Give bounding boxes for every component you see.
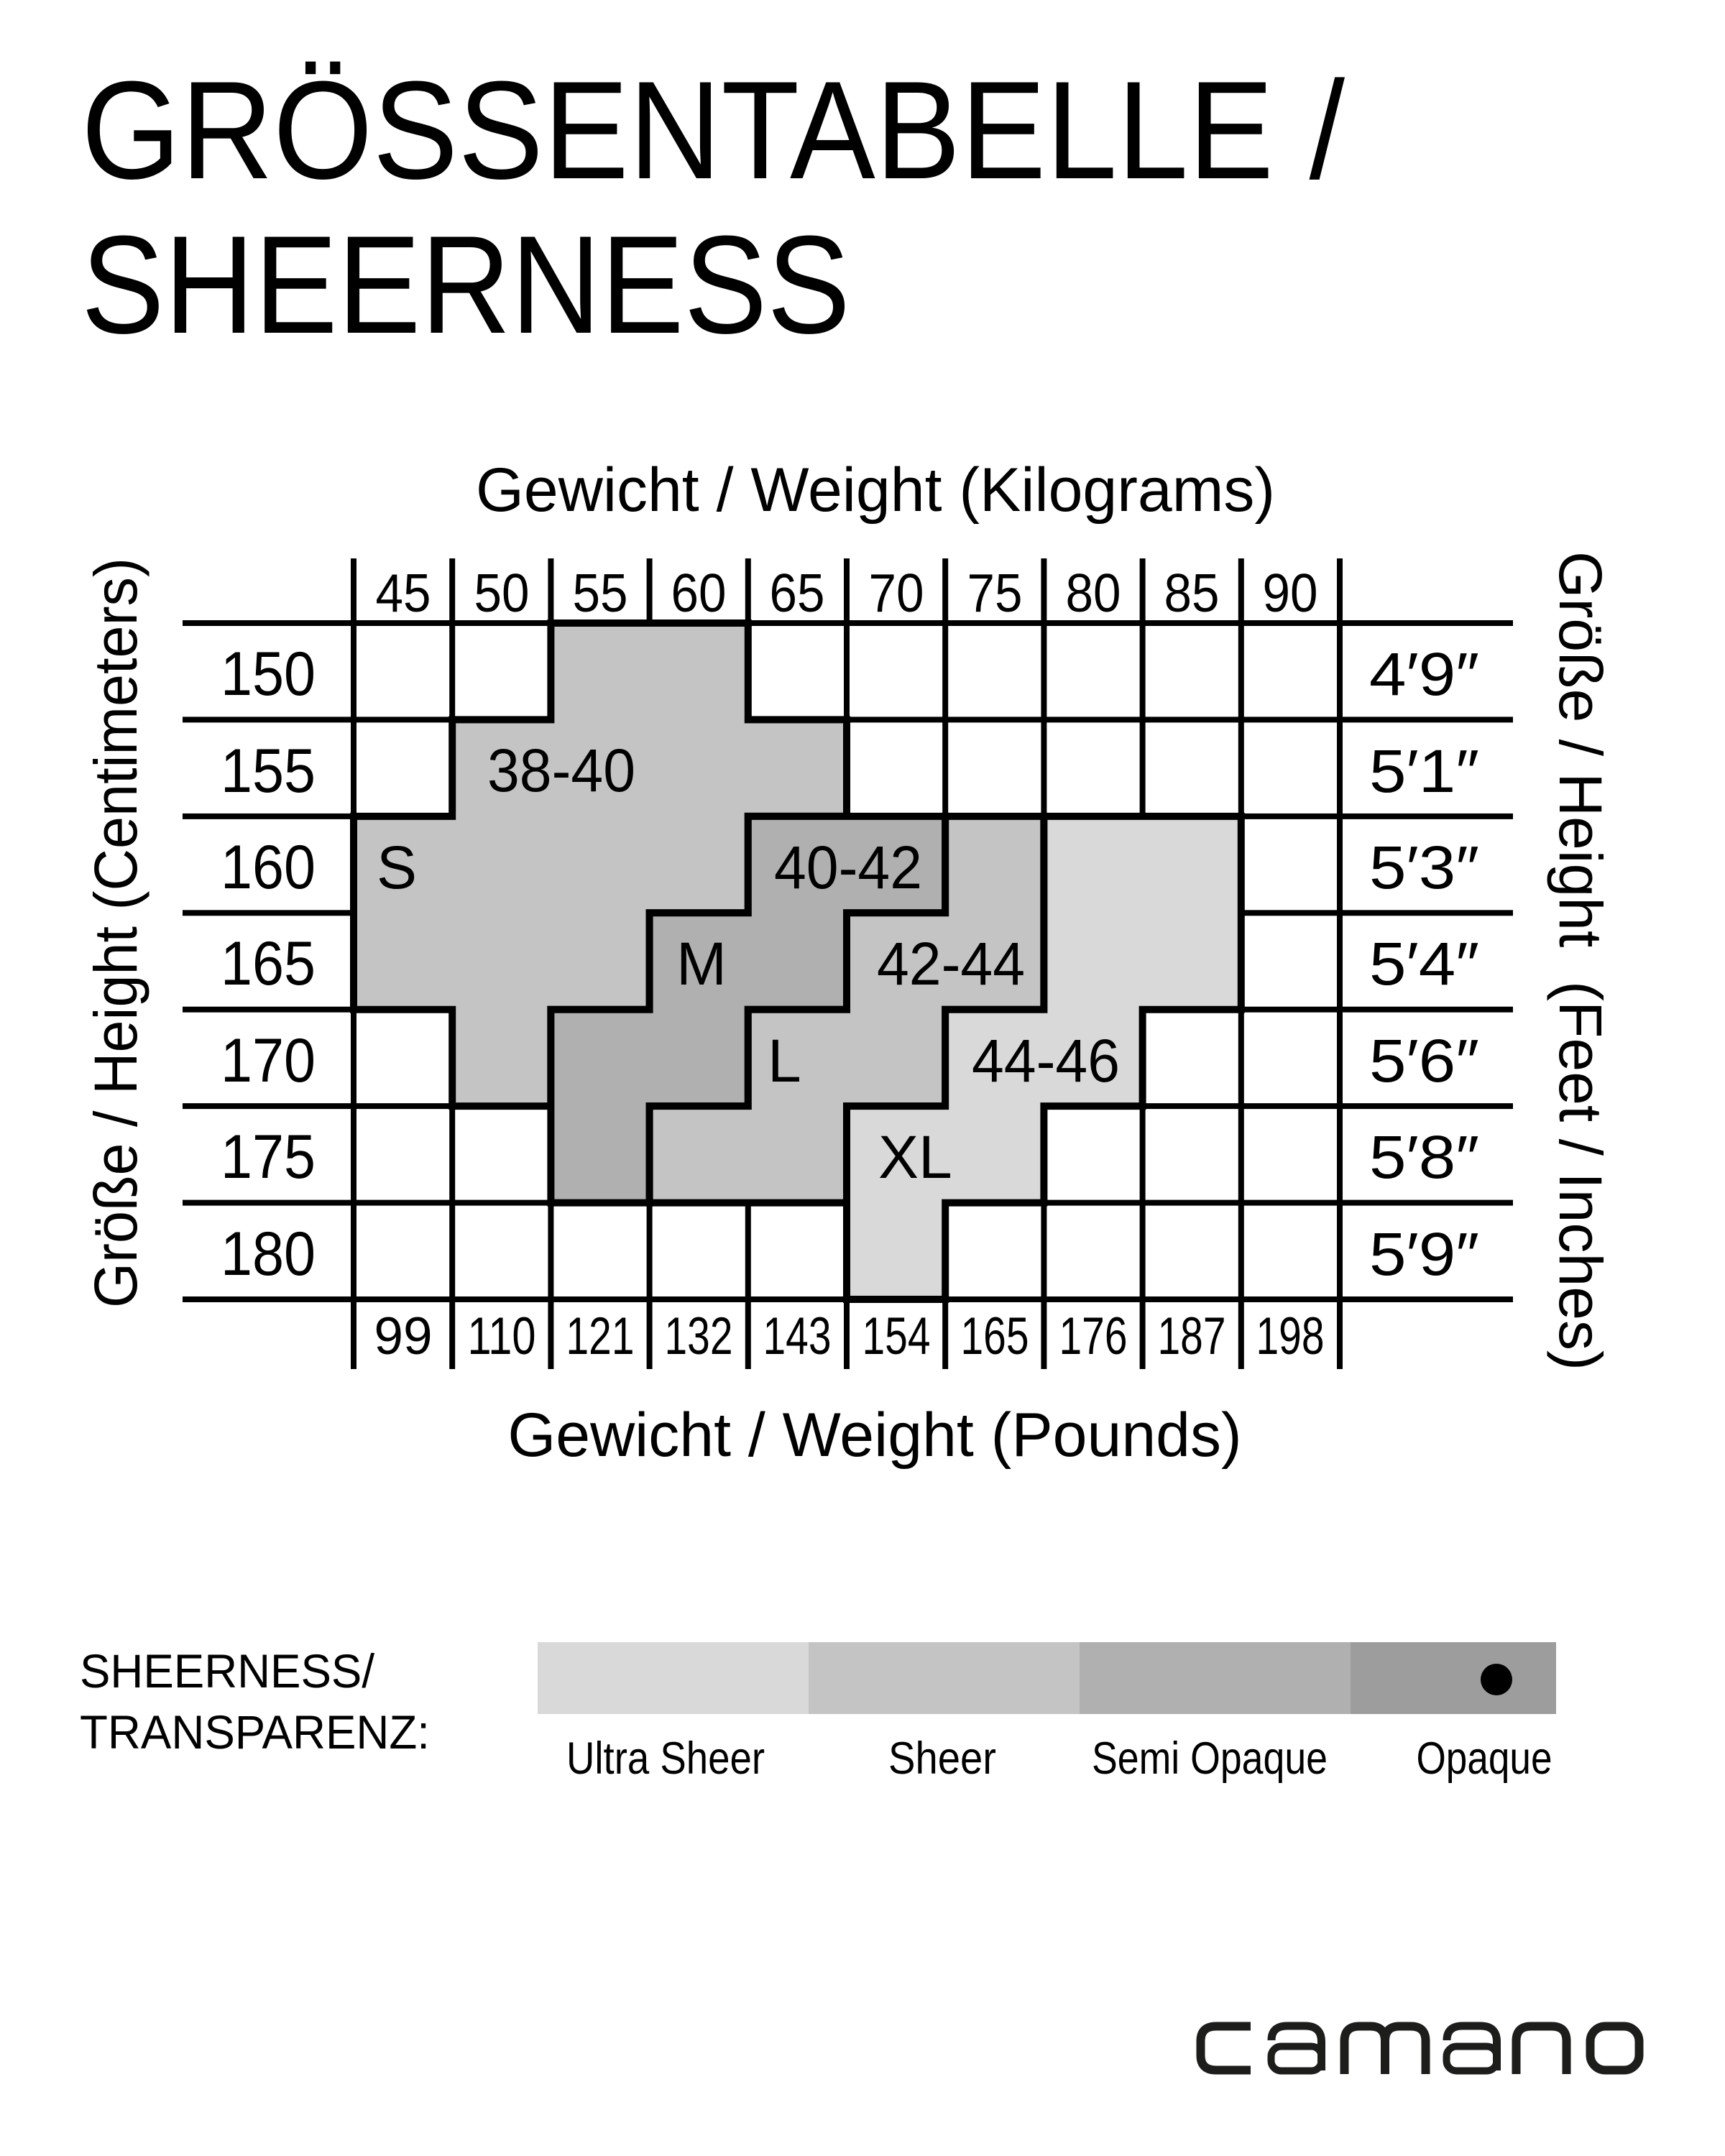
svg-text:80: 80 <box>1066 563 1121 623</box>
svg-text:Größe / Height (Centimeters): Größe / Height (Centimeters) <box>82 558 150 1308</box>
svg-text:38-40: 38-40 <box>487 737 635 804</box>
svg-text:99: 99 <box>374 1307 432 1365</box>
svg-text:4′9″: 4′9″ <box>1369 640 1479 708</box>
svg-text:44-46: 44-46 <box>972 1027 1120 1095</box>
svg-text:143: 143 <box>763 1307 832 1365</box>
svg-text:40-42: 40-42 <box>774 834 922 901</box>
svg-text:187: 187 <box>1158 1307 1226 1365</box>
svg-text:60: 60 <box>671 563 727 623</box>
svg-text:165: 165 <box>221 929 316 998</box>
svg-text:5′8″: 5′8″ <box>1369 1123 1479 1191</box>
svg-text:176: 176 <box>1059 1307 1128 1365</box>
svg-text:160: 160 <box>221 833 316 902</box>
svg-text:5′9″: 5′9″ <box>1369 1220 1479 1288</box>
svg-text:175: 175 <box>221 1123 316 1192</box>
svg-text:S: S <box>377 834 417 901</box>
svg-text:70: 70 <box>869 563 924 623</box>
svg-text:121: 121 <box>566 1307 635 1365</box>
svg-text:Semi Opaque: Semi Opaque <box>1092 1733 1328 1784</box>
svg-text:GRÖSSENTABELLE /: GRÖSSENTABELLE / <box>81 52 1345 208</box>
svg-text:42-44: 42-44 <box>877 930 1025 998</box>
svg-text:5′3″: 5′3″ <box>1369 834 1479 901</box>
svg-text:170: 170 <box>221 1026 316 1095</box>
svg-text:L: L <box>768 1027 801 1095</box>
svg-text:Ultra Sheer: Ultra Sheer <box>566 1733 765 1784</box>
svg-text:85: 85 <box>1164 563 1220 623</box>
svg-text:180: 180 <box>221 1220 316 1289</box>
svg-text:150: 150 <box>221 640 316 709</box>
svg-text:55: 55 <box>573 563 628 623</box>
svg-text:SHEERNESS/: SHEERNESS/ <box>80 1644 375 1697</box>
svg-text:Sheer: Sheer <box>888 1733 996 1784</box>
svg-text:110: 110 <box>468 1307 536 1365</box>
svg-text:5′6″: 5′6″ <box>1369 1027 1479 1095</box>
svg-text:65: 65 <box>770 563 825 623</box>
svg-text:132: 132 <box>665 1307 733 1365</box>
svg-text:5′1″: 5′1″ <box>1369 737 1479 805</box>
svg-text:SHEERNESS: SHEERNESS <box>81 207 850 363</box>
svg-text:XL: XL <box>878 1123 952 1191</box>
svg-text:198: 198 <box>1256 1307 1325 1365</box>
svg-text:75: 75 <box>967 563 1023 623</box>
svg-text:Opaque: Opaque <box>1417 1733 1552 1784</box>
svg-text:Gewicht / Weight (Kilograms): Gewicht / Weight (Kilograms) <box>476 456 1275 525</box>
svg-text:5′4″: 5′4″ <box>1369 930 1479 998</box>
svg-text:Gewicht / Weight (Pounds): Gewicht / Weight (Pounds) <box>507 1401 1241 1470</box>
svg-text:155: 155 <box>221 737 316 806</box>
svg-text:50: 50 <box>474 563 530 623</box>
svg-text:154: 154 <box>862 1307 931 1365</box>
svg-text:165: 165 <box>961 1307 1029 1365</box>
svg-text:M: M <box>676 930 727 998</box>
svg-text:Größe / Height (Feet / Inches: Größe / Height (Feet / Inches) <box>1547 551 1614 1370</box>
svg-text:45: 45 <box>376 563 431 623</box>
svg-text:90: 90 <box>1263 563 1318 623</box>
svg-text:TRANSPARENZ:: TRANSPARENZ: <box>80 1705 430 1759</box>
